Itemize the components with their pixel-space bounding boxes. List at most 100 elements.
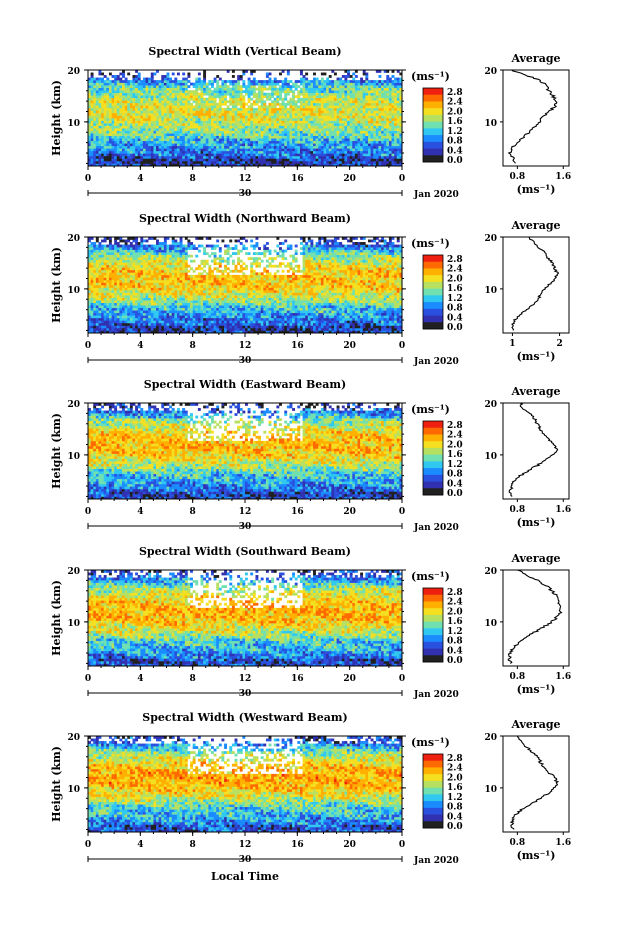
heatmap-cell bbox=[127, 330, 131, 334]
heatmap-cell bbox=[169, 95, 173, 99]
heatmap-cell bbox=[347, 112, 350, 116]
heatmap-cell bbox=[200, 87, 204, 91]
heatmap-cell bbox=[101, 97, 104, 101]
heatmap-cell bbox=[276, 118, 280, 121]
heatmap-cell bbox=[150, 72, 154, 76]
heatmap-cell bbox=[399, 160, 403, 164]
heatmap-cell bbox=[260, 85, 264, 88]
heatmap-cell bbox=[320, 140, 324, 144]
heatmap-cell bbox=[161, 112, 165, 116]
heatmap-cell bbox=[276, 92, 280, 96]
heatmap-cell bbox=[247, 82, 251, 86]
heatmap-cell bbox=[192, 97, 196, 101]
heatmap-cell bbox=[142, 102, 146, 106]
heatmap-cell bbox=[142, 317, 146, 321]
heatmap-cell bbox=[250, 322, 254, 326]
heatmap-cell bbox=[255, 155, 259, 159]
heatmap-cell bbox=[323, 145, 327, 149]
heatmap-cell bbox=[221, 153, 225, 157]
heatmap-cell bbox=[313, 107, 316, 111]
heatmap-cell bbox=[166, 112, 170, 116]
heatmap-cell bbox=[289, 133, 293, 136]
heatmap-cell bbox=[234, 330, 238, 334]
heatmap-cell bbox=[302, 90, 306, 94]
heatmap-cell bbox=[179, 130, 183, 134]
heatmap-cell bbox=[176, 330, 180, 334]
heatmap-cell bbox=[305, 138, 309, 142]
heatmap-cell bbox=[273, 80, 277, 83]
heatmap-cell bbox=[192, 128, 196, 131]
heatmap-cell bbox=[210, 322, 214, 326]
heatmap-cell bbox=[137, 97, 141, 101]
heatmap-cell bbox=[365, 118, 369, 121]
heatmap-cell bbox=[127, 100, 131, 104]
heatmap-cell bbox=[161, 110, 165, 114]
heatmap-cell bbox=[349, 102, 353, 106]
heatmap-cell bbox=[289, 87, 293, 91]
heatmap-cell bbox=[239, 130, 243, 134]
heatmap-cell bbox=[111, 80, 115, 83]
heatmap-cell bbox=[279, 155, 282, 159]
heatmap-cell bbox=[114, 102, 118, 106]
heatmap-cell bbox=[394, 102, 398, 106]
heatmap-cell bbox=[297, 158, 301, 162]
heatmap-cell bbox=[148, 102, 152, 106]
heatmap-cell bbox=[239, 138, 243, 142]
heatmap-cell bbox=[315, 105, 319, 109]
heatmap-cell bbox=[234, 140, 238, 144]
heatmap-cell bbox=[331, 150, 335, 154]
heatmap-cell bbox=[352, 153, 356, 157]
heatmap-cell bbox=[195, 95, 199, 99]
heatmap-cell bbox=[388, 77, 392, 81]
heatmap-cell bbox=[161, 125, 165, 129]
heatmap-cell bbox=[265, 150, 269, 154]
heatmap-cell bbox=[265, 160, 269, 164]
heatmap-cell bbox=[153, 92, 157, 96]
heatmap-cell bbox=[258, 155, 261, 159]
heatmap-cell bbox=[224, 100, 227, 104]
heatmap-cell bbox=[111, 120, 115, 124]
heatmap-cell bbox=[145, 325, 149, 329]
heatmap-cell bbox=[289, 125, 293, 129]
heatmap-cell bbox=[103, 90, 107, 94]
heatmap-cell bbox=[119, 163, 123, 167]
heatmap-cell bbox=[375, 160, 379, 164]
heatmap-cell bbox=[111, 100, 115, 104]
heatmap-cell bbox=[307, 150, 311, 154]
heatmap-cell bbox=[205, 153, 209, 157]
heatmap-cell bbox=[190, 320, 193, 324]
heatmap-cell bbox=[127, 90, 131, 94]
heatmap-cell bbox=[354, 90, 358, 94]
heatmap-cell bbox=[142, 95, 146, 99]
heatmap-cell bbox=[142, 110, 146, 114]
heatmap-cell bbox=[326, 322, 330, 326]
heatmap-cell bbox=[331, 135, 335, 139]
heatmap-cell bbox=[399, 150, 403, 154]
heatmap-cell bbox=[119, 107, 123, 111]
heatmap-cell bbox=[169, 155, 173, 159]
heatmap-cell bbox=[137, 118, 141, 121]
heatmap-cell bbox=[336, 77, 340, 81]
heatmap-cell bbox=[205, 100, 209, 104]
heatmap-cell bbox=[383, 95, 387, 99]
heatmap-cell bbox=[192, 320, 196, 324]
heatmap-cell bbox=[142, 112, 146, 116]
heatmap-cell bbox=[294, 100, 298, 104]
heatmap-cell bbox=[122, 80, 125, 83]
heatmap-cell bbox=[320, 143, 324, 147]
heatmap-cell bbox=[148, 95, 152, 99]
heatmap-cell bbox=[226, 330, 230, 334]
heatmap-cell bbox=[286, 140, 290, 144]
heatmap-cell bbox=[273, 140, 277, 144]
heatmap-cell bbox=[365, 320, 369, 324]
heatmap-cell bbox=[182, 95, 186, 99]
heatmap-cell bbox=[114, 100, 118, 104]
heatmap-cell bbox=[203, 138, 207, 142]
heatmap-cell bbox=[341, 160, 345, 164]
heatmap-cell bbox=[305, 118, 309, 121]
heatmap-cell bbox=[258, 128, 261, 131]
heatmap-cell bbox=[213, 77, 217, 81]
heatmap-cell bbox=[279, 115, 282, 119]
heatmap-cell bbox=[339, 80, 343, 83]
heatmap-cell bbox=[93, 125, 97, 129]
